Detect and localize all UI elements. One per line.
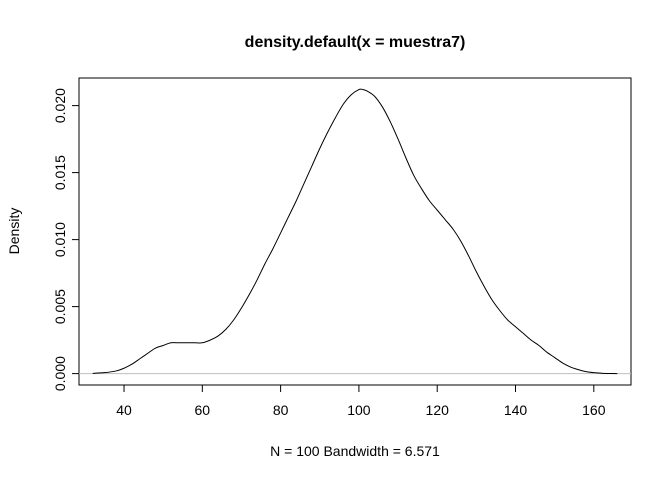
y-tick-label: 0.010: [52, 222, 68, 257]
y-tick-label: 0.015: [52, 155, 68, 190]
x-tick-label: 40: [116, 402, 132, 418]
x-axis: 40 60 80 100 120 140 160: [116, 384, 606, 418]
x-tick-label: 60: [195, 402, 211, 418]
x-tick-label: 160: [582, 402, 606, 418]
x-tick-label: 120: [426, 402, 450, 418]
x-tick-label: 140: [504, 402, 528, 418]
y-tick-label: 0.020: [52, 88, 68, 123]
plot-frame: [78, 77, 632, 386]
x-axis-label: N = 100 Bandwidth = 6.571: [270, 443, 440, 459]
y-tick-label: 0.005: [52, 289, 68, 324]
x-tick-label: 80: [273, 402, 289, 418]
x-tick-label: 100: [347, 402, 371, 418]
y-axis-label: Density: [6, 208, 22, 255]
y-tick-label: 0.000: [52, 356, 68, 391]
chart-title: density.default(x = muestra7): [245, 34, 466, 51]
density-line: [92, 88, 618, 375]
plot-area: [79, 88, 631, 375]
y-axis: 0.000 0.005 0.010 0.015 0.020: [52, 88, 80, 391]
